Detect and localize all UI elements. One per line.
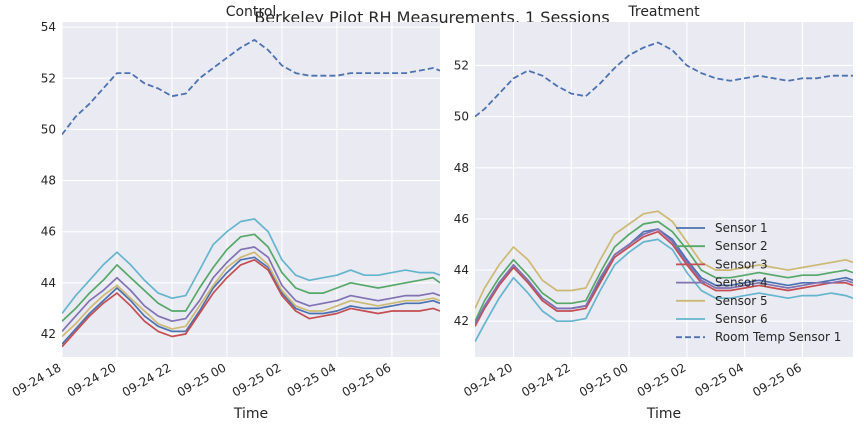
control-x-tick-label: 09-25 02 xyxy=(230,360,284,399)
treatment-plot-area xyxy=(475,22,853,357)
treatment-y-tick-label: 44 xyxy=(454,263,469,277)
control-x-tick-label: 09-25 04 xyxy=(285,360,339,399)
control-y-tick-label: 52 xyxy=(41,71,56,85)
treatment-x-tick-label: 09-24 22 xyxy=(519,360,573,399)
control-y-tick-label: 50 xyxy=(41,122,56,136)
legend-label-sensor-4: Sensor 4 xyxy=(715,276,768,290)
treatment-y-tick-label: 46 xyxy=(454,212,469,226)
treatment-panel: Treatment Time 42 44 46 48 50 52 09-24 20 09-24… xyxy=(454,4,853,422)
legend-label-sensor-5: Sensor 5 xyxy=(715,294,768,308)
control-y-tick-label: 46 xyxy=(41,225,56,239)
control-series-sensor-6 xyxy=(62,218,440,315)
control-x-tick-label: 09-24 18 xyxy=(10,360,64,399)
legend-label-sensor-6: Sensor 6 xyxy=(715,312,768,326)
treatment-series-sensor-5 xyxy=(475,210,853,309)
legend: Sensor 1 Sensor 2 Sensor 3 Sensor 4 Sensor 5… xyxy=(676,221,841,344)
control-subplot-title: Control xyxy=(226,4,277,20)
control-x-tick-label: 09-24 20 xyxy=(65,360,119,399)
treatment-x-tick-label: 09-25 02 xyxy=(635,360,689,399)
control-x-tick-label: 09-25 00 xyxy=(175,360,229,399)
control-y-tick-label: 48 xyxy=(41,174,56,188)
legend-label-sensor-2: Sensor 2 xyxy=(715,239,768,253)
treatment-x-tick-label: 09-25 06 xyxy=(750,360,804,399)
treatment-series-sensor-4 xyxy=(475,228,853,325)
control-y-tick-label: 42 xyxy=(41,327,56,341)
control-y-tick-label: 54 xyxy=(41,20,56,34)
treatment-series-sensor-3 xyxy=(475,230,853,327)
control-series-sensor-1 xyxy=(62,256,440,345)
treatment-y-tick-label: 48 xyxy=(454,161,469,175)
treatment-x-tick-label: 09-25 00 xyxy=(577,360,631,399)
control-x-tick-label: 09-25 06 xyxy=(340,360,394,399)
control-x-axis-label: Time xyxy=(233,406,268,422)
treatment-series-sensor-6 xyxy=(475,238,853,343)
treatment-series-room-temp-sensor-1 xyxy=(475,41,853,118)
control-series-sensor-3 xyxy=(62,258,440,348)
legend-label-room-temp-sensor-1: Room Temp Sensor 1 xyxy=(715,330,841,344)
treatment-x-tick-label: 09-25 04 xyxy=(692,360,746,399)
treatment-x-axis-label: Time xyxy=(646,406,681,422)
treatment-y-tick-label: 42 xyxy=(454,314,469,328)
legend-label-sensor-3: Sensor 3 xyxy=(715,257,768,271)
legend-label-sensor-1: Sensor 1 xyxy=(715,221,768,235)
control-x-tick-label: 09-24 22 xyxy=(120,360,174,399)
treatment-x-tick-label: 09-24 20 xyxy=(461,360,515,399)
control-series-sensor-5 xyxy=(62,251,440,338)
treatment-y-tick-label: 52 xyxy=(454,58,469,72)
treatment-series-sensor-2 xyxy=(475,220,853,322)
control-series-sensor-2 xyxy=(62,233,440,322)
control-series-room-temp-sensor-1 xyxy=(62,39,440,136)
control-y-tick-label: 44 xyxy=(41,276,56,290)
treatment-subplot-title: Treatment xyxy=(627,4,700,20)
control-series-sensor-4 xyxy=(62,246,440,332)
treatment-y-tick-label: 50 xyxy=(454,110,469,124)
